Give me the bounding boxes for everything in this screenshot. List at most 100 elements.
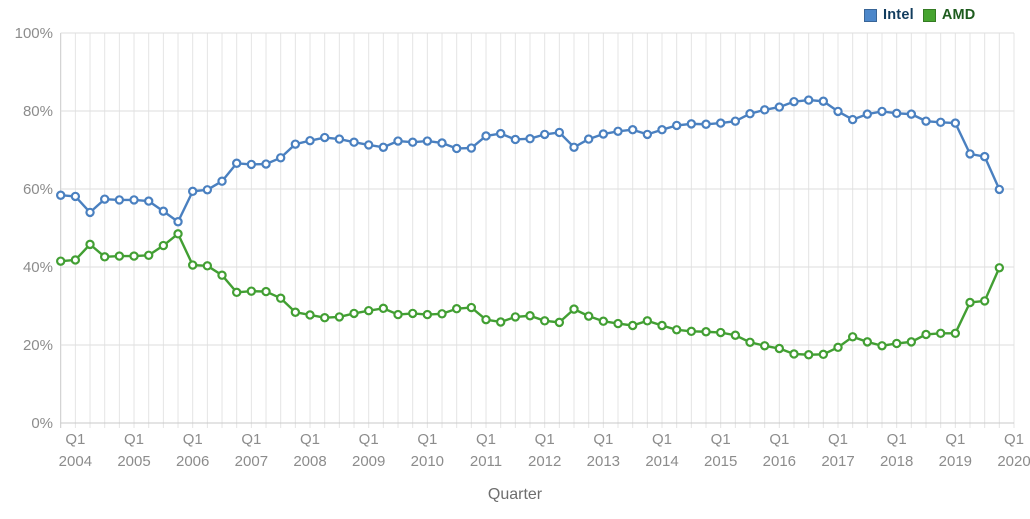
intel-data-point [363,140,374,150]
amd-data-point [158,240,169,251]
amd-data-point [627,320,638,331]
intel-data-point [290,139,301,149]
intel-data-point [217,176,227,186]
amd-data-point [466,302,477,313]
amd-data-point [671,325,682,335]
intel-data-point [598,129,609,139]
intel-data-point [539,129,550,140]
amd-data-point [378,303,389,314]
intel-swatch-icon [864,8,877,22]
intel-data-point [261,159,271,169]
intel-data-point [56,190,66,200]
x-tick-quarter-label: Q1 [183,431,203,448]
amd-data-point [906,337,917,347]
intel-data-point [202,185,213,195]
amd-data-point [994,263,1005,273]
amd-data-point [657,320,667,331]
x-tick-year-label: 2012 [528,453,561,470]
intel-data-point [657,125,667,135]
x-tick-quarter-label: Q1 [652,431,672,448]
amd-data-point [745,337,755,347]
intel-data-point [495,128,506,139]
amd-data-point [85,239,95,250]
x-tick-year-label: 2018 [880,453,913,470]
amd-data-point [349,308,359,319]
x-tick-quarter-label: Q1 [711,431,731,448]
legend-label-amd: AMD [941,7,976,23]
amd-data-point [539,316,550,326]
x-tick-year-label: 2019 [939,453,972,470]
intel-data-point [789,96,799,107]
amd-data-point [818,349,829,360]
amd-data-point [422,309,433,320]
intel-data-point [847,114,858,125]
amd-data-point [217,270,227,280]
intel-data-point [305,135,315,146]
intel-data-point [803,95,814,105]
x-tick-year-label: 2009 [352,453,385,470]
x-tick-quarter-label: Q1 [124,431,144,448]
intel-data-point [158,206,169,216]
y-tick-label: 80% [23,103,53,120]
x-tick-quarter-label: Q1 [535,431,555,448]
amd-data-point [202,261,213,271]
amd-data-point [583,311,594,321]
intel-data-point [877,106,887,117]
x-tick-year-label: 2011 [470,453,502,470]
legend-item-amd[interactable]: AMD [922,7,976,23]
amd-data-point [525,311,535,321]
chart-legend: Intel AMD [864,7,975,23]
x-tick-year-label: 2010 [411,453,444,470]
x-tick-year-label: 2013 [587,453,620,470]
y-tick-label: 20% [23,337,53,354]
amd-data-point [451,304,462,314]
x-tick-year-label: 2014 [645,453,678,470]
intel-data-point [759,105,770,115]
amd-data-point [99,252,110,262]
amd-data-point [143,250,154,260]
amd-data-point [847,332,858,342]
intel-data-point [701,119,711,129]
intel-data-point [319,132,330,143]
amd-data-point [70,255,81,265]
intel-data-point [378,142,389,152]
x-axis-labels: Q1 2004 Q1 2005 Q1 2006 Q1 2007 Q1 2008 Q1 2009 Q1 20… [59,431,1030,470]
x-tick-quarter-label: Q1 [241,431,261,448]
x-tick-quarter-label: Q1 [887,431,907,448]
amd-data-point [407,308,418,319]
intel-data-point [715,118,726,128]
amd-data-point [686,326,697,337]
amd-data-point [715,327,726,338]
amd-data-point [114,251,125,261]
intel-data-point [994,184,1005,195]
intel-data-point [70,191,81,202]
amd-data-point [187,260,198,270]
amd-data-point [950,328,961,338]
amd-data-point [481,314,491,325]
amd-data-point [363,305,374,316]
amd-data-point [261,286,271,297]
amd-series [56,229,1005,360]
intel-data-point [451,143,462,154]
intel-data-point [246,159,257,170]
intel-data-point [569,142,579,152]
amd-data-point [290,307,301,317]
intel-data-point [950,118,961,128]
amd-data-point [935,328,946,338]
intel-data-point [833,106,843,117]
x-tick-year-label: 2017 [821,453,854,470]
legend-item-intel[interactable]: Intel [864,7,914,23]
amd-data-point [569,304,579,314]
y-tick-label: 0% [31,415,53,432]
intel-data-point [730,116,741,126]
intel-data-point [745,109,755,119]
intel-data-point [510,134,521,145]
x-tick-year-label: 2005 [117,453,150,470]
x-tick-quarter-label: Q1 [593,431,613,448]
legend-label-intel: Intel [883,7,914,23]
y-tick-label: 60% [23,181,53,198]
amd-data-point [275,293,286,303]
amd-data-point [701,327,711,337]
intel-data-point [466,143,477,153]
